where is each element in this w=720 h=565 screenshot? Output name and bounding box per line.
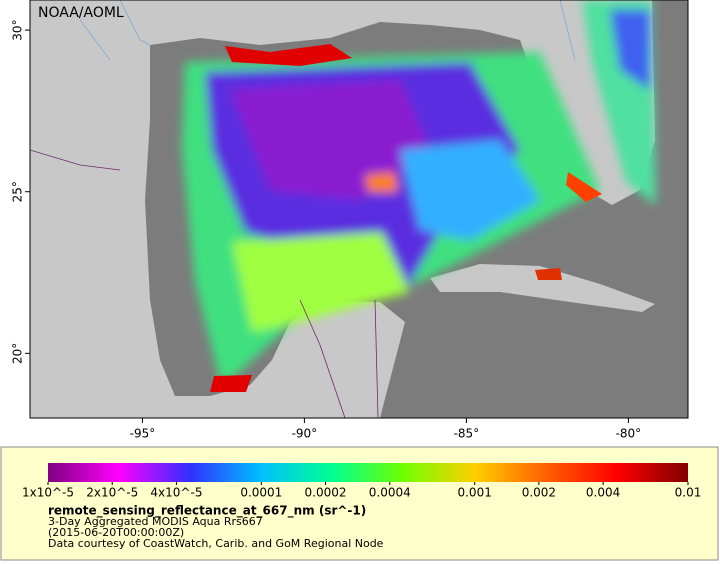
field-orange: [365, 172, 398, 192]
x-tick-label: -95°: [130, 427, 156, 441]
coast-red: [225, 44, 352, 66]
colorbar-tick-label: 0.002: [522, 486, 556, 500]
x-tick-label: -85°: [454, 427, 480, 441]
map-credit: NOAA/AOML: [38, 5, 124, 21]
legend-date: (2015-06-20T00:00:00Z): [48, 526, 184, 539]
colorbar-tick-label: 0.0001: [240, 486, 282, 500]
colorbar-tick-label: 0.004: [586, 486, 620, 500]
legend-subtitle: 3-Day Aggregated MODIS Aqua Rrs667: [48, 515, 263, 528]
x-tick-label: -80°: [616, 427, 642, 441]
colorbar-tick-label: 2x10^-5: [86, 486, 138, 500]
field-cyan: [400, 140, 540, 240]
map: [30, 0, 688, 418]
colorbar: [48, 463, 688, 482]
x-tick-label: -90°: [292, 427, 318, 441]
field-yellowgreen: [232, 232, 410, 332]
colorbar-tick-label: 0.01: [675, 486, 702, 500]
field-atlantic: [610, 10, 650, 90]
cuba: [430, 264, 655, 312]
colorbar-tick-label: 0.0004: [369, 486, 411, 500]
river: [79, 0, 576, 61]
field-purple: [230, 80, 430, 200]
colorbar-tick-label: 0.001: [457, 486, 491, 500]
coast-red: [566, 172, 602, 202]
coast-red: [210, 375, 252, 392]
reflectance-field: [182, 0, 656, 388]
y-tick-label: 25°: [11, 181, 25, 202]
legend-credit: Data courtesy of CoastWatch, Carib. and …: [48, 537, 384, 550]
colorbar-tick-label: 4x10^-5: [150, 486, 202, 500]
y-tick-label: 20°: [11, 343, 25, 364]
colorbar-tick-label: 0.0002: [305, 486, 347, 500]
border: [30, 149, 379, 418]
y-tick-label: 30°: [11, 19, 25, 40]
colorbar-tick-label: 1x10^-5: [22, 486, 74, 500]
coast-red: [535, 268, 562, 280]
map-frame: [29, 0, 689, 419]
legend-title: remote_sensing_reflectance_at_667_nm (sr…: [48, 504, 366, 519]
